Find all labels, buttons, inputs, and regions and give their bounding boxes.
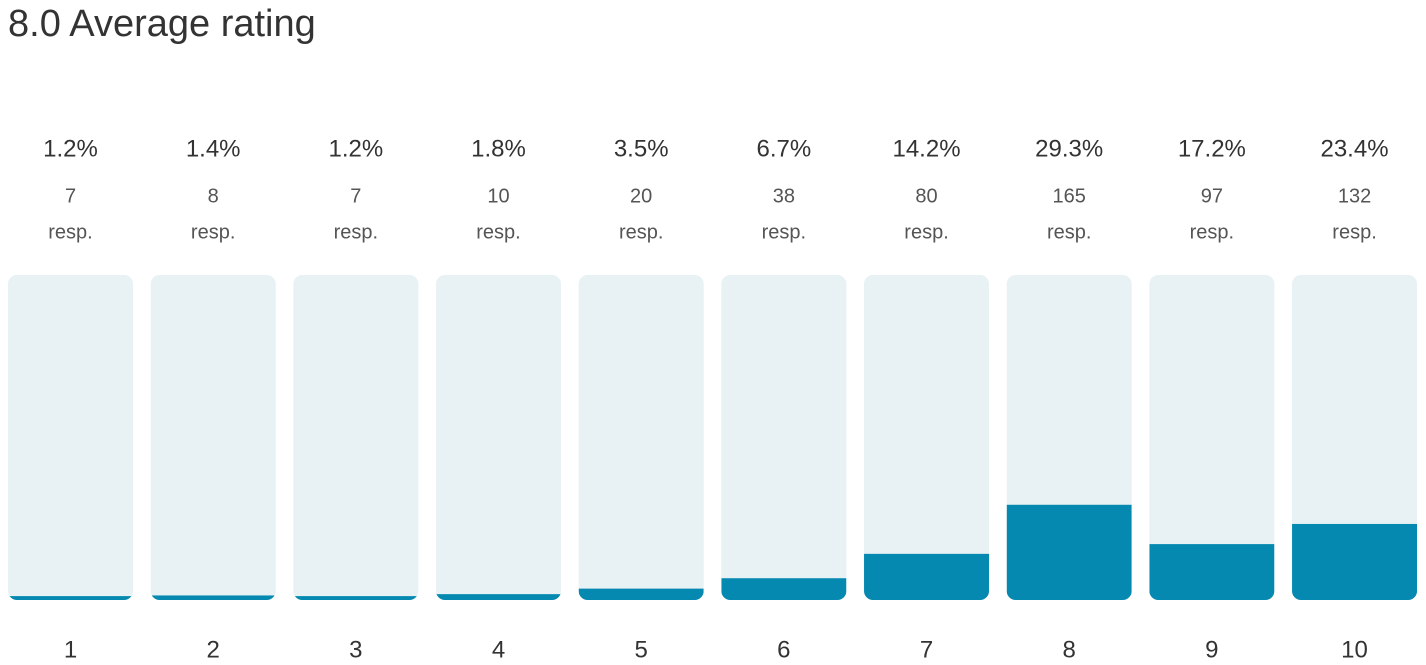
value-label: 23.4% xyxy=(1320,135,1388,162)
response-unit: resp. xyxy=(762,221,806,243)
x-tick-label: 3 xyxy=(349,636,362,663)
response-count: 7 xyxy=(65,185,76,207)
response-count: 80 xyxy=(915,185,937,207)
bar xyxy=(578,588,704,600)
bar xyxy=(8,596,133,600)
response-count: 10 xyxy=(487,185,509,207)
value-label: 1.2% xyxy=(43,135,98,162)
response-count: 38 xyxy=(773,185,795,207)
response-unit: resp. xyxy=(476,221,520,243)
x-tick-label: 6 xyxy=(777,636,790,663)
response-count: 165 xyxy=(1053,185,1086,207)
bar xyxy=(436,594,562,600)
value-label: 6.7% xyxy=(756,135,811,162)
bar xyxy=(721,578,847,600)
response-count: 20 xyxy=(630,185,652,207)
bar xyxy=(1292,523,1418,600)
x-tick-label: 2 xyxy=(206,636,219,663)
response-unit: resp. xyxy=(619,221,663,243)
response-unit: resp. xyxy=(904,221,948,243)
value-label: 17.2% xyxy=(1178,135,1246,162)
bar xyxy=(864,553,990,600)
x-tick-label: 8 xyxy=(1063,636,1076,663)
response-unit: resp. xyxy=(1190,221,1234,243)
response-unit: resp. xyxy=(334,221,378,243)
bar-track xyxy=(1292,275,1418,600)
bar-track xyxy=(864,275,990,600)
response-unit: resp. xyxy=(1047,221,1091,243)
value-label: 1.8% xyxy=(471,135,526,162)
bar xyxy=(150,595,276,600)
response-count: 8 xyxy=(208,185,219,207)
response-unit: resp. xyxy=(1332,221,1376,243)
chart-title: 8.0 Average rating xyxy=(8,3,316,45)
x-tick-label: 7 xyxy=(920,636,933,663)
x-tick-label: 10 xyxy=(1341,636,1368,663)
bar-track xyxy=(293,275,419,600)
bar-track xyxy=(436,275,562,600)
response-count: 97 xyxy=(1201,185,1223,207)
value-label: 14.2% xyxy=(892,135,960,162)
bar-track xyxy=(150,275,276,600)
bar-track xyxy=(578,275,704,600)
value-label: 1.2% xyxy=(328,135,383,162)
response-unit: resp. xyxy=(48,221,92,243)
bar-track xyxy=(721,275,847,600)
x-tick-label: 1 xyxy=(64,636,77,663)
x-tick-label: 9 xyxy=(1205,636,1218,663)
value-label: 3.5% xyxy=(614,135,669,162)
x-tick-label: 5 xyxy=(635,636,648,663)
bar-track xyxy=(8,275,133,600)
bar xyxy=(1149,544,1275,600)
value-label: 29.3% xyxy=(1035,135,1103,162)
response-count: 132 xyxy=(1338,185,1371,207)
bar xyxy=(293,596,419,600)
x-tick-label: 4 xyxy=(492,636,505,663)
bar-track xyxy=(1149,275,1275,600)
response-count: 7 xyxy=(350,185,361,207)
response-unit: resp. xyxy=(191,221,235,243)
bar xyxy=(1006,504,1132,600)
value-label: 1.4% xyxy=(186,135,241,162)
